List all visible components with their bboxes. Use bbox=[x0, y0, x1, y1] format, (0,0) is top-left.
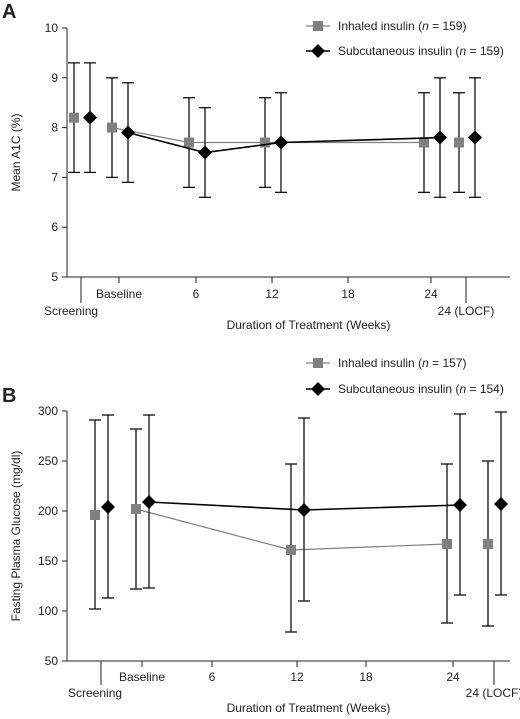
legend-n-symbol: n bbox=[422, 356, 429, 370]
y-tick-label: 150 bbox=[38, 554, 58, 568]
legend-name: Inhaled insulin bbox=[338, 356, 415, 370]
data-point-diamond bbox=[142, 495, 156, 509]
legend-marker-square bbox=[313, 358, 323, 368]
legend-n-value: 159 bbox=[442, 19, 462, 33]
legend-name: Subcutaneous insulin bbox=[338, 44, 452, 58]
y-axis-title: Mean A1C (%) bbox=[9, 113, 23, 191]
legend-eq: = bbox=[429, 19, 443, 33]
x-tick-label: Baseline bbox=[96, 287, 142, 301]
y-tick-label: 8 bbox=[51, 121, 58, 135]
screening-label: Screening bbox=[44, 304, 98, 318]
y-tick-label: 100 bbox=[38, 604, 58, 618]
series-line-inhaled bbox=[111, 127, 424, 144]
x-tick-label: 6 bbox=[193, 287, 200, 301]
y-tick-label: 6 bbox=[51, 220, 58, 234]
screening-label: Screening bbox=[68, 686, 122, 700]
data-point-square bbox=[107, 122, 117, 133]
x-tick-label: 12 bbox=[265, 287, 279, 301]
data-point-square bbox=[260, 137, 270, 148]
x-tick-label: 6 bbox=[209, 670, 216, 684]
y-tick-label: 50 bbox=[45, 654, 59, 668]
x-tick-label: Baseline bbox=[119, 670, 165, 684]
legend-n-symbol: n bbox=[422, 19, 429, 33]
data-point-square bbox=[286, 545, 296, 555]
x-tick-label: 24 bbox=[446, 670, 460, 684]
x-tick-label: 12 bbox=[290, 670, 304, 684]
data-point-square bbox=[69, 112, 79, 123]
y-axis-title: Fasting Plasma Glucose (mg/dl) bbox=[9, 451, 23, 622]
data-point-square bbox=[419, 137, 429, 148]
legend-label-subcutaneous: Subcutaneous insulin (n = 159) bbox=[338, 44, 504, 58]
data-point-diamond bbox=[297, 503, 311, 517]
legend-label-inhaled: Inhaled insulin (n = 157) bbox=[338, 356, 466, 370]
y-tick-label: 300 bbox=[38, 404, 58, 418]
data-point-square bbox=[442, 539, 452, 549]
data-point-square bbox=[90, 510, 100, 520]
x-tick-label: 24 (LOCF) bbox=[466, 686, 520, 700]
data-point-square bbox=[483, 539, 493, 549]
panel-b-letter: B bbox=[2, 385, 16, 407]
data-point-diamond bbox=[494, 497, 508, 511]
x-axis-title: Duration of Treatment (Weeks) bbox=[227, 318, 391, 332]
data-point-diamond bbox=[83, 110, 97, 125]
legend-close: ) bbox=[500, 382, 504, 396]
legend-paren: ( bbox=[452, 44, 459, 58]
data-point-diamond bbox=[198, 145, 212, 160]
legend-paren: ( bbox=[452, 382, 459, 396]
data-point-diamond bbox=[274, 135, 288, 150]
legend-close: ) bbox=[500, 44, 504, 58]
legend-n-value: 157 bbox=[442, 356, 462, 370]
y-tick-label: 5 bbox=[51, 270, 58, 284]
data-point-diamond bbox=[121, 125, 135, 140]
legend-paren: ( bbox=[415, 356, 422, 370]
chart-b: 50 100 150 200 250 300 Fasting Plasma Glucose … bbox=[9, 356, 520, 715]
legend-marker-diamond bbox=[311, 44, 325, 58]
x-axis-title: Duration of Treatment (Weeks) bbox=[227, 701, 391, 715]
legend-name: Subcutaneous insulin bbox=[338, 382, 452, 396]
data-point-diamond bbox=[433, 130, 447, 145]
data-point-square bbox=[184, 137, 194, 148]
legend-eq: = bbox=[466, 44, 480, 58]
panel-a-letter: A bbox=[2, 1, 16, 23]
data-point-diamond bbox=[101, 500, 115, 514]
legend-close: ) bbox=[462, 356, 466, 370]
legend-label-subcutaneous: Subcutaneous insulin (n = 154) bbox=[338, 382, 504, 396]
x-tick-label: 18 bbox=[341, 287, 355, 301]
legend-n-value: 154 bbox=[480, 382, 500, 396]
legend-paren: ( bbox=[415, 19, 422, 33]
legend-eq: = bbox=[429, 356, 443, 370]
legend-close: ) bbox=[462, 19, 466, 33]
legend-name: Inhaled insulin bbox=[338, 19, 415, 33]
legend-marker-square bbox=[313, 21, 323, 31]
legend-n-symbol: n bbox=[459, 382, 466, 396]
legend-eq: = bbox=[466, 382, 480, 396]
y-tick-label: 10 bbox=[45, 21, 59, 35]
y-tick-label: 9 bbox=[51, 71, 58, 85]
legend-marker-diamond bbox=[311, 382, 325, 396]
x-tick-label: 24 (LOCF) bbox=[438, 304, 495, 318]
legend-n-symbol: n bbox=[459, 44, 466, 58]
y-tick-label: 7 bbox=[51, 170, 58, 184]
y-tick-label: 200 bbox=[38, 504, 58, 518]
data-point-diamond bbox=[453, 498, 467, 512]
y-tick-label: 250 bbox=[38, 454, 58, 468]
legend-n-value: 159 bbox=[480, 44, 500, 58]
x-tick-label: 24 bbox=[424, 287, 438, 301]
data-point-square bbox=[131, 504, 141, 514]
legend-label-inhaled: Inhaled insulin (n = 159) bbox=[338, 19, 466, 33]
data-point-diamond bbox=[468, 130, 482, 145]
series-line-subcutaneous bbox=[127, 131, 441, 154]
x-tick-label: 18 bbox=[359, 670, 373, 684]
data-point-square bbox=[454, 137, 464, 148]
